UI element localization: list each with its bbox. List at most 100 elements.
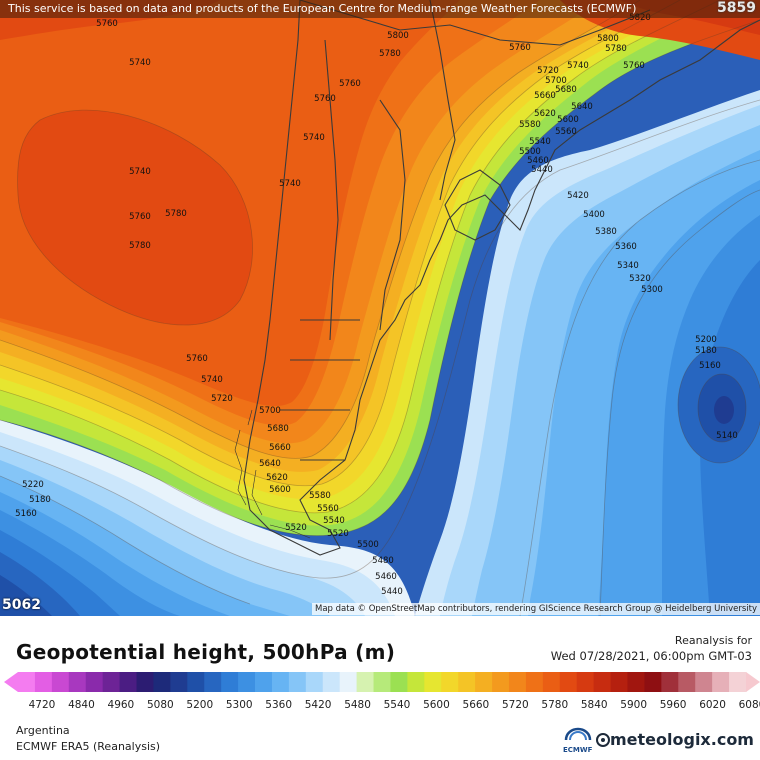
- contour-label: 5180: [29, 495, 51, 505]
- legend-tick-label: 5900: [620, 699, 647, 710]
- valid-datetime: Wed 07/28/2021, 06:00pm GMT-03: [550, 649, 752, 663]
- contour-label: 5680: [555, 85, 577, 95]
- contour-label: 5540: [529, 137, 551, 147]
- legend-swatch: [729, 672, 747, 692]
- legend-tick-label: 5720: [502, 699, 529, 710]
- contour-label: 5640: [259, 459, 281, 469]
- legend-swatch: [322, 672, 341, 692]
- legend-swatch: [136, 672, 154, 692]
- legend-swatch: [170, 672, 188, 692]
- legend-tick-label: 4840: [68, 699, 95, 710]
- contour-label: 5460: [527, 156, 549, 166]
- legend-tick-label: 5360: [265, 699, 292, 710]
- contour-label: 5300: [641, 285, 663, 295]
- contour-label: 5580: [519, 120, 541, 130]
- legend-arrow-right: [746, 672, 760, 692]
- weather-map[interactable]: 5760 5740 5740 5760 5780 5780 5760 5740 5720 5700…: [0, 0, 760, 616]
- legend-swatch: [255, 672, 273, 692]
- meteologix-brand[interactable]: meteologix.com: [610, 730, 754, 749]
- contour-label: 5620: [266, 473, 288, 483]
- legend-swatch: [187, 672, 205, 692]
- contour-label: 5200: [695, 335, 717, 345]
- legend-swatch: [492, 672, 510, 692]
- contour-label: 5740: [303, 133, 325, 143]
- contour-label: 5520: [285, 523, 307, 533]
- contour-label: 5600: [557, 115, 579, 125]
- contour-label: 5800: [597, 34, 619, 44]
- legend-swatch: [153, 672, 171, 692]
- contour-label: 5760: [339, 79, 361, 89]
- legend-tick-label: 5840: [581, 699, 608, 710]
- legend-tick-label: 5080: [147, 699, 174, 710]
- contour-label: 5760: [509, 43, 531, 53]
- contour-label: 5740: [129, 167, 151, 177]
- legend-swatch: [102, 672, 120, 692]
- legend-swatch: [424, 672, 442, 692]
- legend-swatch: [18, 672, 36, 692]
- contour-label: 5500: [519, 147, 541, 157]
- legend-swatch: [305, 672, 324, 692]
- legend-swatch: [339, 672, 358, 692]
- contour-label: 5660: [534, 91, 556, 101]
- contour-label: 5500: [357, 540, 379, 550]
- legend-colorbar: 4720 4840 4960 5080 5200 5300 5360 5420 5480 5540…: [4, 672, 760, 711]
- legend-tick-label: 5780: [541, 699, 568, 710]
- legend-swatch: [525, 672, 544, 692]
- legend-tick-label: 5480: [344, 699, 371, 710]
- legend-tick-label: 6020: [699, 699, 726, 710]
- legend-swatch: [576, 672, 595, 692]
- legend-swatch: [508, 672, 527, 692]
- legend-swatch: [119, 672, 137, 692]
- legend-tick-label: 4960: [108, 699, 135, 710]
- contour-label: 5400: [583, 210, 605, 220]
- contour-label: 5800: [387, 31, 409, 41]
- contour-label: 5640: [571, 102, 593, 112]
- legend-swatch: [356, 672, 374, 692]
- legend-swatch: [271, 672, 290, 692]
- field-minimum: 5062: [2, 597, 41, 613]
- contour-label: 5420: [567, 191, 589, 201]
- contour-label: 5720: [537, 66, 559, 76]
- legend-swatch: [661, 672, 679, 692]
- contour-label: 5680: [267, 424, 289, 434]
- legend-swatch: [288, 672, 307, 692]
- legend-tick-label: 5540: [384, 699, 411, 710]
- legend-swatch: [441, 672, 459, 692]
- contour-label: 5160: [15, 509, 37, 519]
- contour-label: 5780: [379, 49, 401, 59]
- contour-label: 5140: [716, 431, 738, 441]
- contour-label: 5540: [323, 516, 345, 526]
- legend-swatch: [238, 672, 256, 692]
- legend-swatch: [407, 672, 425, 692]
- contour-label: 5440: [531, 165, 553, 175]
- contour-label: 5820: [629, 13, 651, 23]
- legend-swatch: [390, 672, 408, 692]
- legend-arrow-left: [4, 672, 18, 692]
- legend-tick-label: 5960: [660, 699, 687, 710]
- ecmwf-logo-icon: [564, 727, 592, 741]
- region-name: Argentina: [16, 724, 70, 737]
- contour-label: 5760: [186, 354, 208, 364]
- contour-label: 5760: [129, 212, 151, 222]
- contour-label: 5620: [534, 109, 556, 119]
- contour-label: 5780: [165, 209, 187, 219]
- legend-tick-label: 5420: [305, 699, 332, 710]
- legend-panel: Geopotential height, 500hPa (m) Reanalys…: [0, 616, 760, 760]
- contour-label: 5760: [96, 19, 118, 29]
- contour-label: 5580: [309, 491, 331, 501]
- ecmwf-attribution: This service is based on data and produc…: [0, 0, 760, 18]
- legend-swatch: [204, 672, 222, 692]
- contour-label: 5780: [605, 44, 627, 54]
- contour-label: 5320: [629, 274, 651, 284]
- contour-label: 5780: [129, 241, 151, 251]
- model-name: ECMWF ERA5 (Reanalysis): [16, 740, 161, 753]
- contour-label: 5160: [699, 361, 721, 371]
- legend-tick-label: 5200: [186, 699, 213, 710]
- legend-swatch: [593, 672, 611, 692]
- legend-swatch: [627, 672, 645, 692]
- contour-label: 5600: [269, 485, 291, 495]
- contour-label: 5740: [201, 375, 223, 385]
- legend-swatch: [542, 672, 561, 692]
